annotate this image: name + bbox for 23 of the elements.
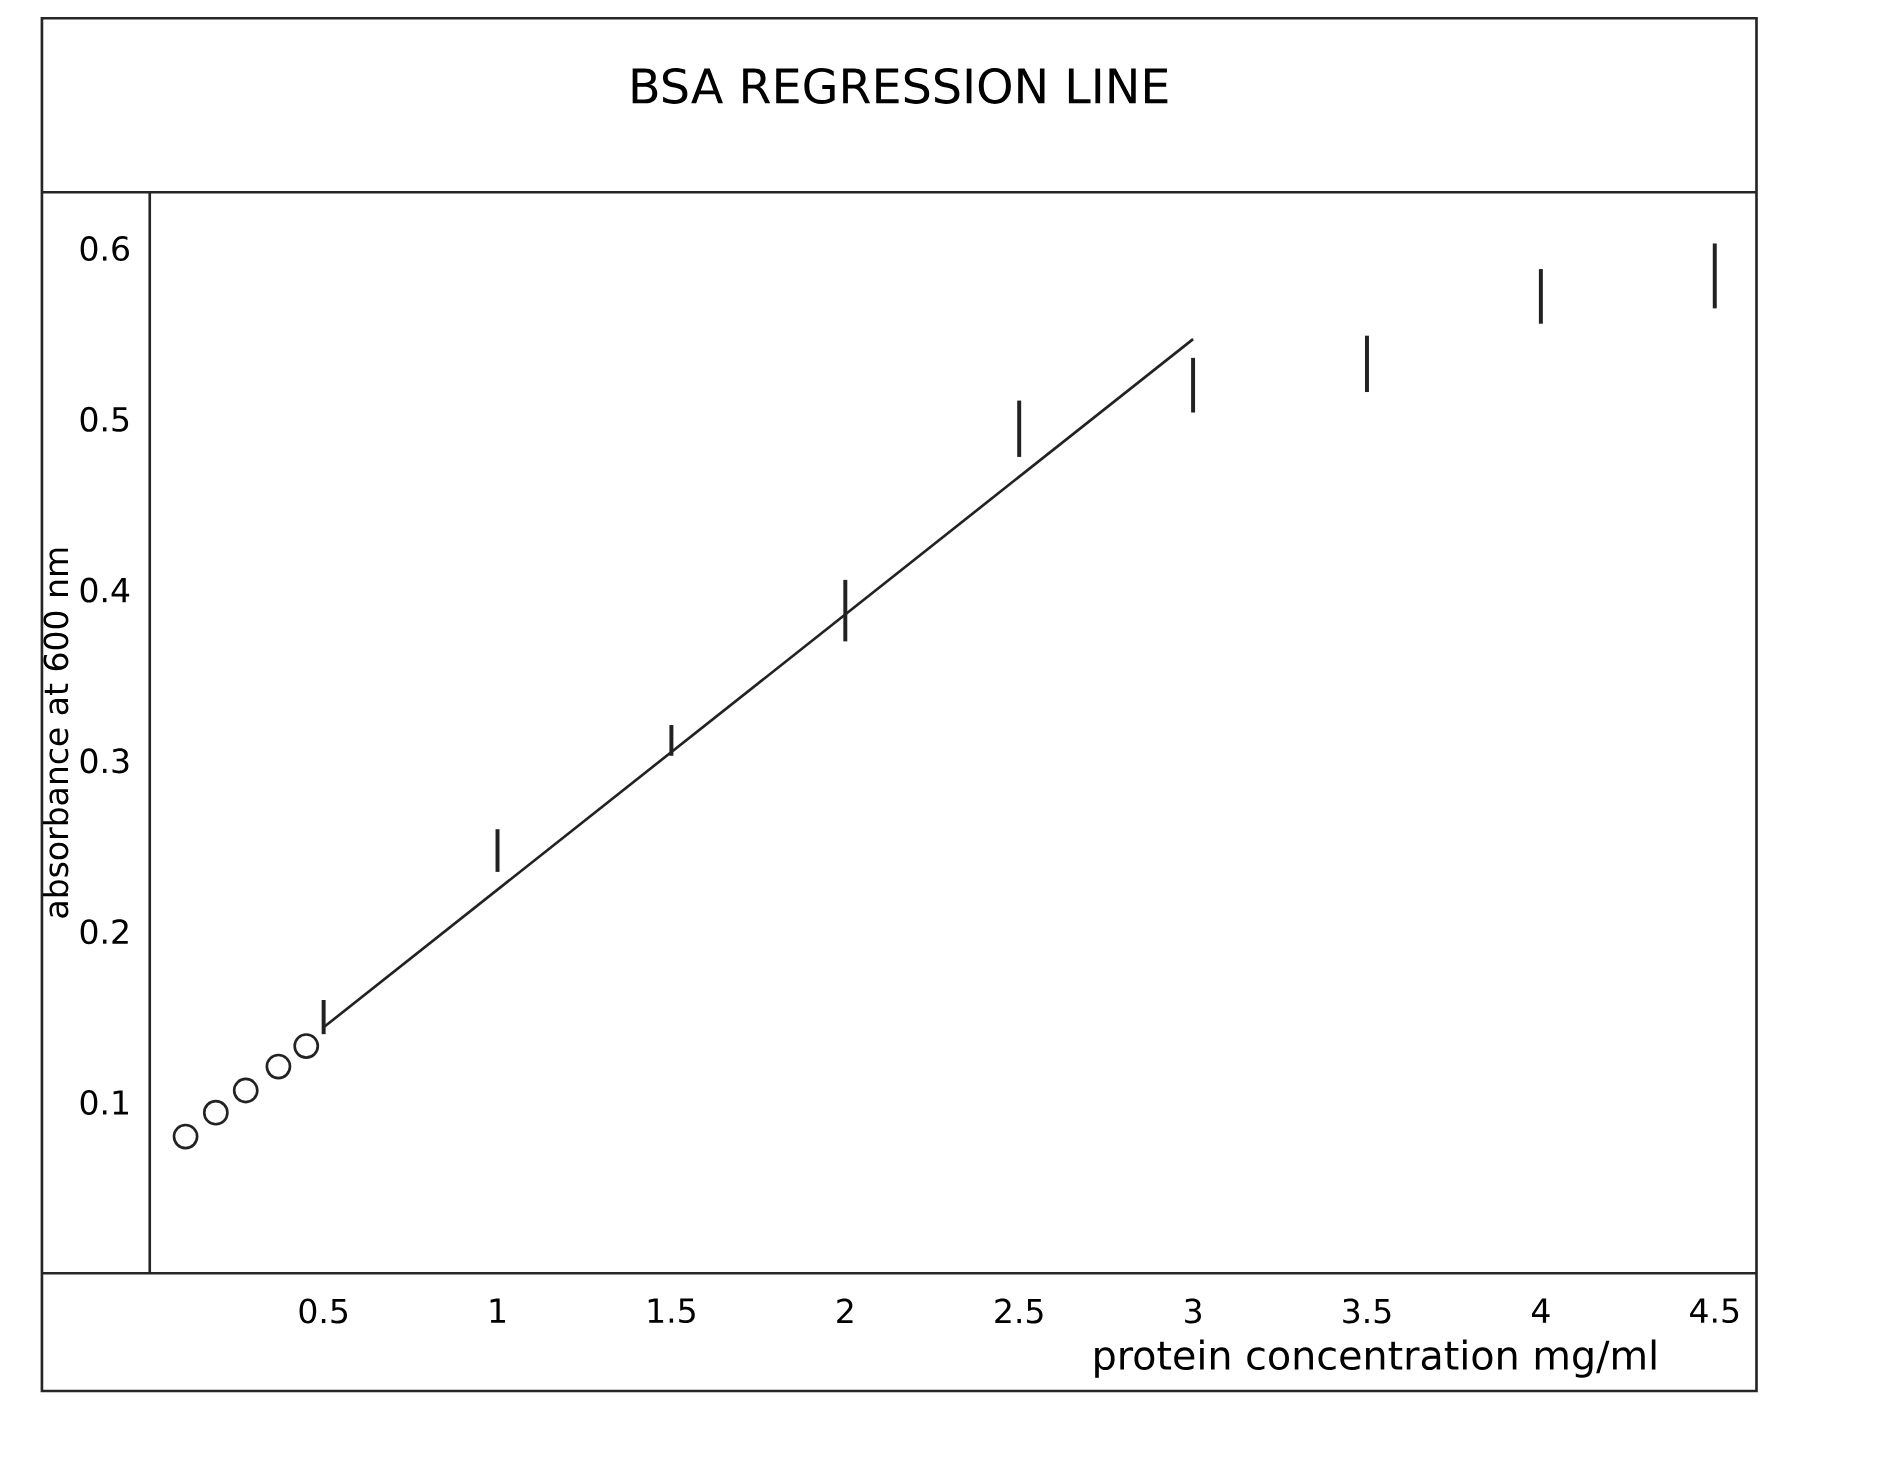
point xyxy=(265,1053,292,1080)
y-axis-title: absorbance at 600 nm xyxy=(42,548,69,918)
y-tick-label: 0.5 xyxy=(80,406,129,432)
point xyxy=(232,1077,259,1104)
y-tick-label: 0.1 xyxy=(80,1089,128,1115)
y-tick-label: 0.3 xyxy=(80,748,129,774)
y-tick-label: 0.2 xyxy=(80,919,128,945)
x-tick-label: 4 xyxy=(1531,1298,1550,1323)
x-tick-label: 3.5 xyxy=(1343,1298,1391,1324)
point xyxy=(172,1123,199,1150)
y-tick-label: 0.4 xyxy=(80,577,130,603)
x-tick-label: 1 xyxy=(490,1298,505,1323)
point xyxy=(293,1033,320,1059)
chart-title: BSA REGRESSION LINE xyxy=(632,67,1168,104)
x-tick-label: 3 xyxy=(1185,1298,1201,1324)
y-tick-label: 0.6 xyxy=(80,235,129,261)
x-tick-label: 2 xyxy=(837,1298,853,1323)
point xyxy=(202,1099,229,1126)
x-tick-label: 4.5 xyxy=(1690,1298,1739,1323)
x-tick-label: 2.5 xyxy=(995,1298,1043,1324)
x-tick-label: 1.5 xyxy=(648,1298,695,1323)
x-axis-title: protein concentration mg/ml xyxy=(1095,1339,1656,1378)
x-tick-label: 0.5 xyxy=(299,1298,348,1324)
